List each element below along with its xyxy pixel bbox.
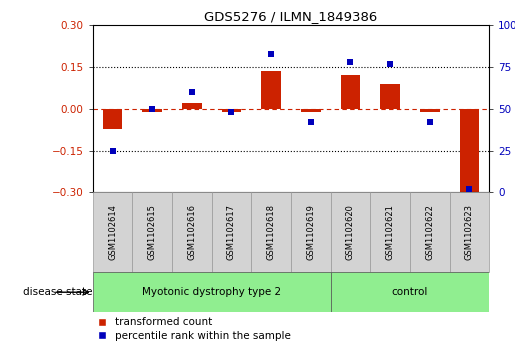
Text: GSM1102623: GSM1102623 — [465, 204, 474, 260]
Legend: transformed count, percentile rank within the sample: transformed count, percentile rank withi… — [98, 317, 290, 340]
Bar — [410, 192, 450, 272]
Point — [148, 106, 157, 112]
Bar — [301, 109, 321, 112]
Text: Myotonic dystrophy type 2: Myotonic dystrophy type 2 — [142, 287, 281, 297]
Text: disease state: disease state — [23, 287, 93, 297]
Bar — [182, 103, 202, 109]
Point — [108, 148, 116, 154]
Text: GSM1102617: GSM1102617 — [227, 204, 236, 260]
Text: GSM1102618: GSM1102618 — [267, 204, 276, 260]
Text: GSM1102620: GSM1102620 — [346, 204, 355, 260]
Point — [307, 119, 315, 125]
Bar — [331, 272, 489, 312]
Bar — [340, 75, 360, 109]
Point — [386, 61, 394, 67]
Text: GSM1102615: GSM1102615 — [148, 204, 157, 260]
Point — [466, 186, 474, 192]
Point — [425, 119, 434, 125]
Bar — [450, 192, 489, 272]
Point — [187, 89, 196, 95]
Text: GSM1102619: GSM1102619 — [306, 204, 315, 260]
Bar — [132, 192, 172, 272]
Bar — [331, 192, 370, 272]
Bar — [142, 109, 162, 112]
Point — [267, 51, 276, 57]
Bar — [221, 109, 242, 112]
Text: control: control — [392, 287, 428, 297]
Bar — [420, 109, 440, 112]
Bar — [261, 72, 281, 109]
Bar — [291, 192, 331, 272]
Text: GSM1102616: GSM1102616 — [187, 204, 196, 260]
Bar — [212, 192, 251, 272]
Bar — [251, 192, 291, 272]
Text: GSM1102621: GSM1102621 — [386, 204, 394, 260]
Bar — [370, 192, 410, 272]
Bar — [172, 192, 212, 272]
Text: GSM1102622: GSM1102622 — [425, 204, 434, 260]
Bar — [102, 109, 123, 129]
Point — [346, 59, 354, 65]
Bar — [380, 84, 400, 109]
Title: GDS5276 / ILMN_1849386: GDS5276 / ILMN_1849386 — [204, 10, 377, 23]
Bar — [459, 109, 479, 192]
Point — [228, 109, 236, 115]
Text: GSM1102614: GSM1102614 — [108, 204, 117, 260]
Bar — [93, 192, 132, 272]
Bar — [93, 272, 331, 312]
